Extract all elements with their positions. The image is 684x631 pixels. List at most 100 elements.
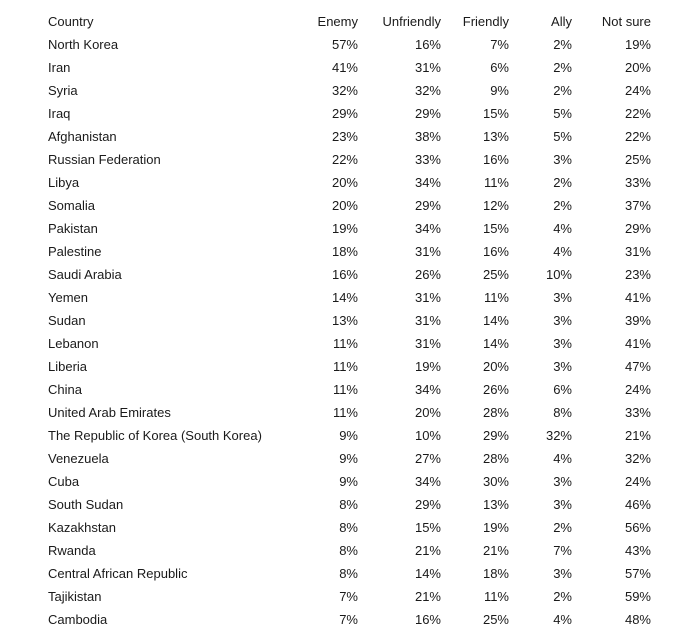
cell-not-sure: 23% — [624, 267, 651, 282]
cell-unfriendly: 26% — [414, 267, 441, 282]
cell-country: The Republic of Korea (South Korea) — [48, 428, 262, 443]
cell-unfriendly: 10% — [414, 428, 441, 443]
cell-ally: 3% — [553, 336, 572, 351]
table-row: South Sudan 8% 29% 13% 3% 46% — [48, 493, 651, 516]
cell-country: Sudan — [48, 313, 86, 328]
cell-country: Iraq — [48, 106, 71, 121]
cell-country: Pakistan — [48, 221, 98, 236]
cell-friendly: 19% — [482, 520, 509, 535]
cell-unfriendly: 33% — [414, 152, 441, 167]
cell-country: Rwanda — [48, 543, 96, 558]
cell-friendly: 11% — [483, 290, 509, 305]
cell-enemy: 8% — [339, 566, 358, 581]
cell-unfriendly: 21% — [414, 543, 441, 558]
cell-not-sure: 33% — [624, 175, 651, 190]
cell-friendly: 25% — [482, 267, 509, 282]
header-unfriendly: Unfriendly — [382, 14, 441, 29]
cell-unfriendly: 34% — [414, 221, 441, 236]
cell-enemy: 20% — [331, 175, 358, 190]
cell-enemy: 29% — [331, 106, 358, 121]
header-country: Country — [48, 14, 94, 29]
cell-country: Tajikistan — [48, 589, 102, 604]
cell-country: Kazakhstan — [48, 520, 116, 535]
cell-unfriendly: 29% — [414, 106, 441, 121]
table-row: Liberia 11% 19% 20% 3% 47% — [48, 355, 651, 378]
table-row: United Arab Emirates 11% 20% 28% 8% 33% — [48, 401, 651, 424]
cell-country: Saudi Arabia — [48, 267, 122, 282]
cell-enemy: 18% — [331, 244, 358, 259]
cell-ally: 2% — [553, 60, 572, 75]
cell-country: Central African Republic — [48, 566, 188, 581]
table-row: Kazakhstan 8% 15% 19% 2% 56% — [48, 516, 651, 539]
cell-enemy: 11% — [332, 405, 358, 420]
cell-not-sure: 57% — [624, 566, 651, 581]
cell-not-sure: 59% — [624, 589, 651, 604]
cell-ally: 32% — [545, 428, 572, 443]
cell-enemy: 7% — [339, 612, 358, 627]
cell-unfriendly: 34% — [414, 175, 441, 190]
cell-ally: 4% — [553, 451, 572, 466]
cell-enemy: 7% — [339, 589, 358, 604]
cell-unfriendly: 34% — [414, 382, 441, 397]
cell-friendly: 13% — [482, 129, 509, 144]
cell-friendly: 26% — [482, 382, 509, 397]
cell-ally: 6% — [553, 382, 572, 397]
cell-ally: 7% — [553, 543, 572, 558]
table-row: Palestine 18% 31% 16% 4% 31% — [48, 240, 651, 263]
cell-friendly: 20% — [482, 359, 509, 374]
table-row: Cuba 9% 34% 30% 3% 24% — [48, 470, 651, 493]
cell-enemy: 16% — [331, 267, 358, 282]
table-row: China 11% 34% 26% 6% 24% — [48, 378, 651, 401]
cell-not-sure: 48% — [624, 612, 651, 627]
cell-not-sure: 25% — [624, 152, 651, 167]
cell-not-sure: 22% — [624, 129, 651, 144]
header-row: Country Enemy Unfriendly Friendly Ally Not su… — [48, 10, 651, 33]
cell-ally: 3% — [553, 497, 572, 512]
cell-unfriendly: 32% — [414, 83, 441, 98]
cell-friendly: 6% — [490, 60, 509, 75]
cell-unfriendly: 27% — [414, 451, 441, 466]
cell-friendly: 15% — [482, 106, 509, 121]
cell-country: Venezuela — [48, 451, 109, 466]
cell-not-sure: 56% — [624, 520, 651, 535]
cell-not-sure: 33% — [624, 405, 651, 420]
table-row: Lebanon 11% 31% 14% 3% 41% — [48, 332, 651, 355]
cell-unfriendly: 34% — [414, 474, 441, 489]
cell-not-sure: 32% — [624, 451, 651, 466]
header-friendly: Friendly — [462, 14, 509, 29]
cell-unfriendly: 29% — [414, 497, 441, 512]
cell-friendly: 18% — [482, 566, 509, 581]
cell-not-sure: 46% — [624, 497, 651, 512]
table-row: Somalia 20% 29% 12% 2% 37% — [48, 194, 651, 217]
cell-country: Cambodia — [48, 612, 108, 627]
cell-country: Libya — [48, 175, 80, 190]
cell-enemy: 11% — [332, 336, 358, 351]
cell-ally: 3% — [553, 313, 572, 328]
cell-ally: 2% — [553, 198, 572, 213]
header-not-sure: Not sure — [601, 14, 651, 29]
table-row: Syria 32% 32% 9% 2% 24% — [48, 79, 651, 102]
cell-country: Yemen — [48, 290, 88, 305]
cell-country: Lebanon — [48, 336, 99, 351]
cell-unfriendly: 16% — [414, 612, 441, 627]
cell-country: Afghanistan — [48, 129, 117, 144]
cell-unfriendly: 21% — [414, 589, 441, 604]
cell-country: Russian Federation — [48, 152, 161, 167]
cell-ally: 2% — [553, 589, 572, 604]
cell-enemy: 14% — [331, 290, 358, 305]
cell-friendly: 9% — [490, 83, 509, 98]
cell-not-sure: 31% — [624, 244, 651, 259]
cell-enemy: 9% — [339, 428, 358, 443]
cell-ally: 2% — [553, 520, 572, 535]
cell-enemy: 23% — [331, 129, 358, 144]
cell-enemy: 8% — [339, 543, 358, 558]
cell-not-sure: 22% — [624, 106, 651, 121]
cell-not-sure: 24% — [624, 83, 651, 98]
cell-friendly: 30% — [482, 474, 509, 489]
cell-unfriendly: 29% — [414, 198, 441, 213]
cell-ally: 5% — [553, 106, 572, 121]
cell-country: Somalia — [48, 198, 95, 213]
cell-country: South Sudan — [48, 497, 124, 512]
cell-enemy: 57% — [331, 37, 358, 52]
cell-ally: 3% — [553, 359, 572, 374]
